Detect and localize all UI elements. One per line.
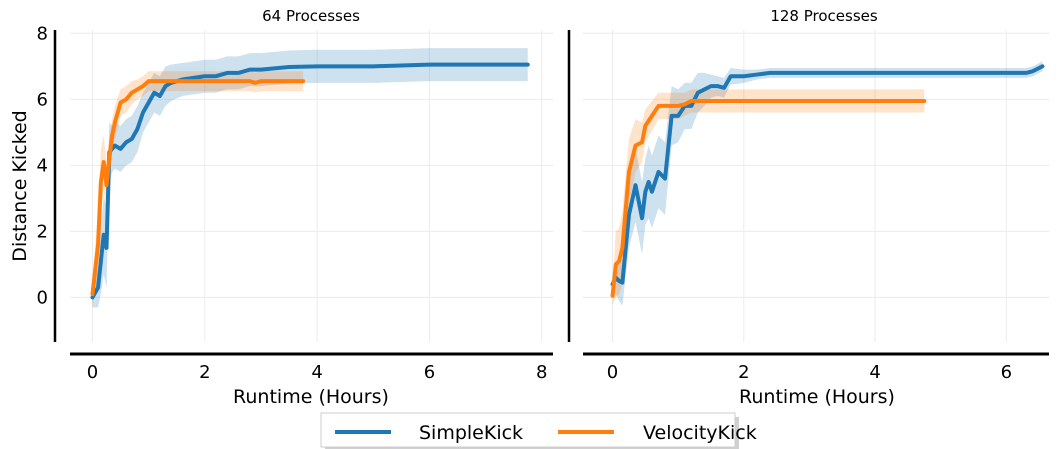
x-tick-label: 6 [424,362,435,383]
x-tick-label: 2 [738,362,749,383]
uncertainty-bands [92,48,528,308]
x-axis-label: Runtime (Hours) [739,386,895,408]
band-velocitykick [612,89,925,306]
x-tick-label: 2 [199,362,210,383]
y-axis-label: Distance Kicked [9,110,31,261]
y-tick-labels: 0 2 4 6 8 [37,23,48,308]
y-tick-label: 6 [37,89,48,110]
y-tick-label: 4 [37,155,48,176]
x-tick-label: 4 [311,362,322,383]
chart-128-processes: 128 Processes 0 2 4 6 Runtime (Hours) [567,7,1049,408]
x-tick-label: 0 [87,362,98,383]
y-tick-label: 0 [37,287,48,308]
band-simplekick [92,48,528,308]
x-tick-label: 0 [607,362,618,383]
x-tick-labels: 0 2 4 6 8 [87,362,548,383]
panel-title: 128 Processes [770,7,878,25]
x-tick-label: 6 [1001,362,1012,383]
line-velocitykick [610,98,927,298]
panel-title: 64 Processes [262,7,360,25]
legend: SimpleKick VelocityKick [320,412,757,449]
y-tick-label: 8 [37,23,48,44]
legend-label-velocitykick: VelocityKick [643,422,757,444]
line-velocitykick [90,79,306,297]
x-tick-labels: 0 2 4 6 [607,362,1012,383]
x-axis-label: Runtime (Hours) [233,386,389,408]
legend-label-simplekick: SimpleKick [419,422,523,444]
uncertainty-bands [612,61,1043,306]
series-lines [90,62,530,300]
y-tick-label: 2 [37,221,48,242]
x-tick-label: 4 [869,362,880,383]
chart-64-processes: 64 Processes 0 2 4 6 8 0 2 4 6 8 Runtime (Hours)… [9,7,553,408]
x-tick-label: 8 [536,362,547,383]
series-lines [610,64,1045,298]
band-velocitykick [92,71,304,308]
